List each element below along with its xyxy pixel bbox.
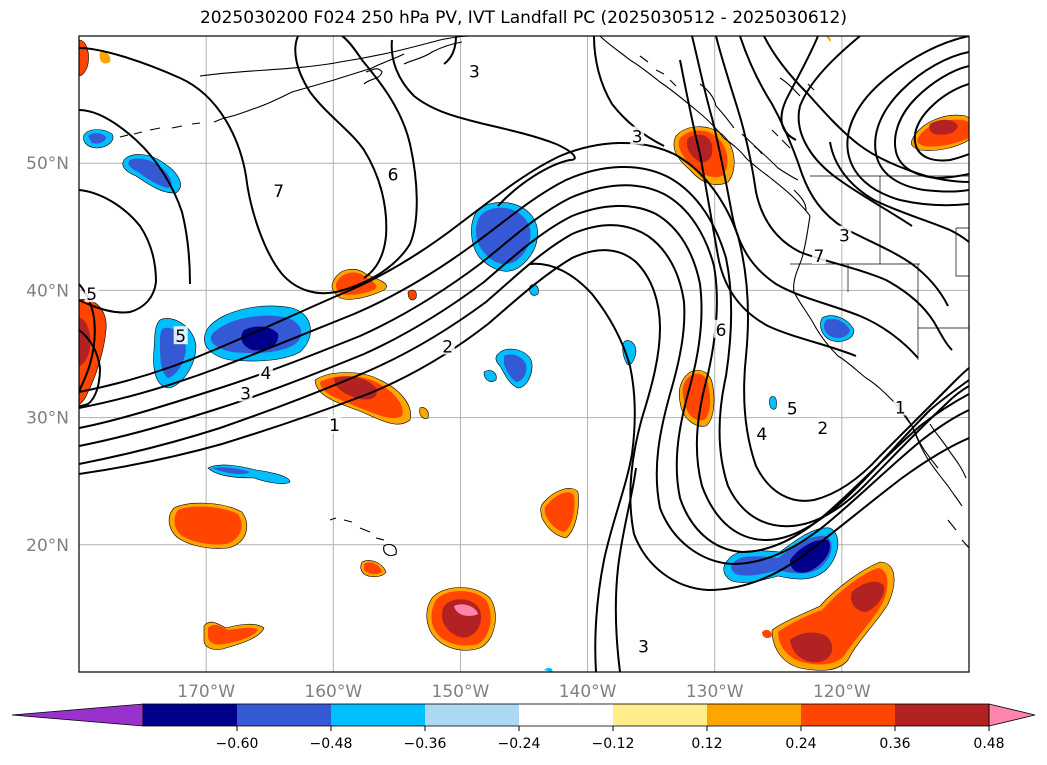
contour-label: 6 xyxy=(388,166,399,186)
colorbar-segment xyxy=(613,704,708,726)
contour-label-bg xyxy=(984,111,998,129)
contour-label: 5 xyxy=(175,327,186,347)
contour-label-bg xyxy=(271,181,286,200)
contour-label-bg xyxy=(754,424,769,443)
colorbar-tick-label: −0.12 xyxy=(592,736,635,752)
contour-label-bg xyxy=(982,132,996,150)
contour-label: 1 xyxy=(984,66,995,86)
colorbar-tick-label: 0.48 xyxy=(973,736,1004,752)
contour-label-bg xyxy=(982,92,996,110)
contour-label: 2 xyxy=(817,419,828,439)
contour-label-bg xyxy=(815,417,830,436)
colorbar-segment xyxy=(707,704,802,726)
contour-label: 4 xyxy=(984,93,995,113)
colorbar-tick-label: −0.36 xyxy=(404,736,447,752)
colorbar: −0.60 −0.48 −0.36 −0.24 −0.12 0.12 0.24 0.36 0.4… xyxy=(11,703,1036,752)
contour-label-bg xyxy=(386,164,401,183)
contour-label-bg xyxy=(467,61,482,80)
colorbar-outline xyxy=(142,703,990,727)
longitude-tick-label: 120°W xyxy=(813,682,871,702)
contour-label-bg xyxy=(636,636,651,655)
contour-label-bg xyxy=(440,336,455,355)
latitude-tick-label: 30°N xyxy=(26,409,69,429)
contour-label: 5 xyxy=(787,400,798,420)
contour-label-bg xyxy=(893,397,908,416)
contour-label: 3 xyxy=(638,638,649,658)
contour-label-bg xyxy=(982,65,996,83)
longitude-tick-label: 130°W xyxy=(686,682,744,702)
colorbar-extend-max xyxy=(988,703,1036,727)
colorbar-extend-min xyxy=(11,703,144,727)
contour-label: 5 xyxy=(86,285,97,305)
map-title: 2025030200 F024 250 hPa PV, IVT Landfall… xyxy=(199,8,847,28)
contour-label: 4 xyxy=(756,425,767,445)
longitude-labels: 170°W 160°W 150°W 140°W 130°W 120°W xyxy=(177,682,871,702)
contour-label-bg xyxy=(238,383,253,402)
colorbar-segment xyxy=(237,704,332,726)
colorbar-segment xyxy=(895,704,990,726)
colorbar-tick-label: 0.12 xyxy=(691,736,722,752)
contour-label: 3 xyxy=(469,63,480,83)
contour-label-bg xyxy=(837,225,852,244)
contour-label-bg xyxy=(258,363,273,382)
longitude-tick-label: 160°W xyxy=(304,682,362,702)
latitude-tick-label: 20°N xyxy=(26,536,69,556)
contour-label: 3 xyxy=(839,227,850,247)
contour-label-bg xyxy=(173,326,188,345)
ivt-contours xyxy=(79,36,969,672)
colorbar-tick-label: −0.24 xyxy=(498,736,541,752)
colorbar-segment xyxy=(425,704,520,726)
contour-label-bg xyxy=(84,284,99,303)
longitude-tick-label: 140°W xyxy=(559,682,617,702)
contour-label-bg xyxy=(327,415,342,434)
pv-blob-negative xyxy=(83,129,181,194)
colorbar-segment xyxy=(519,704,614,726)
contour-label: 2 xyxy=(985,112,996,132)
contour-label: 1 xyxy=(895,398,906,418)
map-frame xyxy=(78,35,970,673)
contour-label: 2 xyxy=(442,337,453,357)
longitude-tick-label: 150°W xyxy=(432,682,490,702)
colorbar-segment xyxy=(801,704,896,726)
colorbar-tick-label: 0.24 xyxy=(785,736,816,752)
contour-label: 1 xyxy=(984,133,995,153)
contour-label-bg xyxy=(811,246,826,265)
contour-label-bg xyxy=(630,126,645,145)
contour-label: 6 xyxy=(716,321,727,341)
latitude-labels: 20°N 30°N 40°N 50°N xyxy=(26,154,69,556)
longitude-tick-label: 170°W xyxy=(177,682,235,702)
contour-label-bg xyxy=(785,398,800,417)
colorbar-segment xyxy=(331,704,426,726)
contour-label: 3 xyxy=(632,127,643,147)
contour-label: 7 xyxy=(273,182,284,202)
contour-label: 7 xyxy=(814,247,825,267)
latitude-tick-label: 50°N xyxy=(26,154,69,174)
colorbar-segment xyxy=(143,704,238,726)
colorbar-tick-label: −0.48 xyxy=(310,736,353,752)
contour-label-bg xyxy=(714,319,729,338)
contour-label: 1 xyxy=(329,416,340,436)
colorbar-tick-label: 0.36 xyxy=(879,736,910,752)
colorbar-tick-label: −0.60 xyxy=(216,736,259,752)
contour-label: 4 xyxy=(260,364,271,384)
latitude-tick-label: 40°N xyxy=(26,281,69,301)
contour-label: 3 xyxy=(240,384,251,404)
